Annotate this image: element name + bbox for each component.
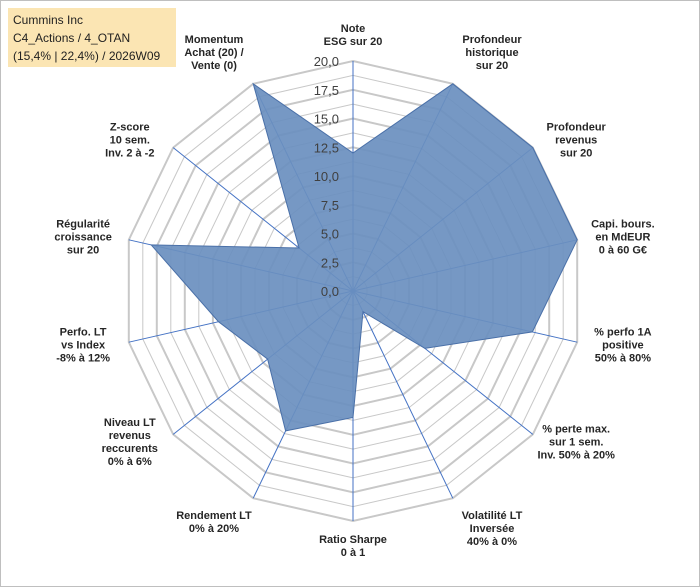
axis-label: Ratio Sharpe 0 à 1 [319, 534, 387, 559]
axis-label: Profondeur historique sur 20 [462, 34, 522, 72]
chart-title-box: Cummins Inc C4_Actions / 4_OTAN (15,4% |… [8, 8, 176, 67]
axis-label: Rendement LT 0% à 20% [176, 510, 252, 535]
axis-label: % perfo 1A positive 50% à 80% [594, 326, 652, 364]
axis-label: Z-score 10 sem. Inv. 2 à -2 [105, 122, 154, 160]
axis-label: Capi. bours. en MdEUR 0 à 60 G€ [591, 219, 655, 257]
tick-label: 10,0 [314, 169, 339, 184]
title-category: C4_Actions / 4_OTAN [13, 31, 131, 45]
tick-label: 20,0 [314, 54, 339, 69]
tick-label: 0,0 [321, 284, 339, 299]
axis-label: Profondeur revenus sur 20 [547, 122, 607, 160]
tick-label: 17,5 [314, 83, 339, 98]
tick-label: 2,5 [321, 255, 339, 270]
tick-label: 15,0 [314, 112, 339, 127]
axis-label: Volatilité LT Inversée 40% à 0% [462, 510, 523, 548]
axis-label: Régularité croissance sur 20 [54, 219, 111, 257]
axis-label: Note ESG sur 20 [324, 23, 383, 48]
tick-label: 12,5 [314, 140, 339, 155]
axis-label: % perte max. sur 1 sem. Inv. 50% à 20% [537, 423, 615, 461]
title-period: (15,4% | 22,4%) / 2026W09 [13, 49, 161, 63]
axis-spoke [352, 290, 454, 499]
title-company: Cummins Inc [13, 13, 84, 27]
axis-label: Momentum Achat (20) / Vente (0) [184, 34, 243, 72]
tick-label: 5,0 [321, 227, 339, 242]
axis-label: Niveau LT revenus reccurents 0% à 6% [102, 417, 158, 468]
axis-label: Perfo. LT vs Index -8% à 12% [56, 326, 110, 364]
tick-label: 7,5 [321, 198, 339, 213]
